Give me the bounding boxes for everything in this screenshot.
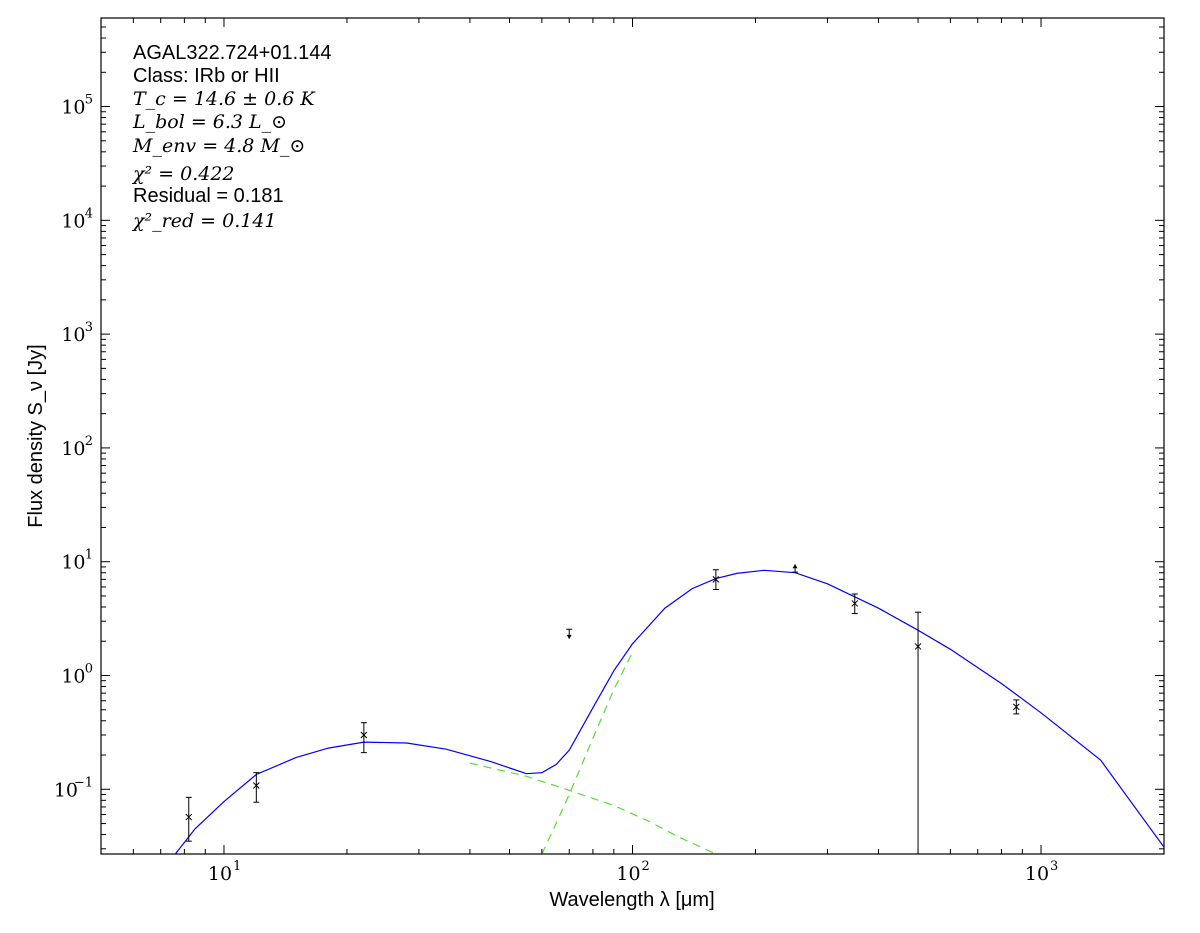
point-marker bbox=[252, 782, 260, 789]
source-name: AGAL322.724+01.144 bbox=[133, 42, 332, 64]
x-tick-base: 10 bbox=[616, 863, 640, 885]
data-point bbox=[360, 722, 368, 754]
component-curve-1 bbox=[469, 762, 717, 854]
y-tick-label: 410 bbox=[61, 206, 93, 232]
x-tick-base: 10 bbox=[1025, 863, 1049, 885]
y-tick-exponent: 4 bbox=[85, 206, 93, 221]
source-class: Class: IRb or HII bbox=[133, 65, 280, 87]
envelope-mass-value: M_env = 4.8 M_⊙ bbox=[132, 135, 305, 157]
plot-area bbox=[100, 17, 1165, 855]
limit-arrow-head bbox=[792, 564, 798, 569]
y-tick-base: 10 bbox=[61, 97, 85, 119]
y-tick-base: 10 bbox=[61, 324, 85, 346]
data-point bbox=[914, 611, 922, 854]
y-tick-label: −110 bbox=[54, 775, 93, 801]
annotation-block: AGAL322.724+01.144 Class: IRb or HII T_c… bbox=[131, 42, 332, 232]
y-tick-base: 10 bbox=[61, 438, 85, 460]
x-tick-exponent: 3 bbox=[1050, 859, 1058, 874]
x-tick-label: 10 2 bbox=[616, 859, 649, 885]
data-point bbox=[851, 593, 859, 615]
limit-arrow-head bbox=[566, 634, 572, 639]
data-point bbox=[185, 796, 193, 842]
chi2-value: χ² = 0.422 bbox=[131, 163, 235, 185]
data-point bbox=[1012, 699, 1020, 715]
lower-limit-marker bbox=[792, 564, 799, 573]
y-tick-exponent: 3 bbox=[85, 320, 93, 335]
point-marker bbox=[1012, 703, 1020, 711]
y-tick-label: 310 bbox=[61, 320, 93, 346]
y-tick-exponent: −1 bbox=[74, 775, 93, 790]
axis-ticks bbox=[100, 17, 1165, 854]
y-tick-base: 10 bbox=[61, 552, 85, 574]
y-tick-exponent: 5 bbox=[85, 93, 93, 108]
temperature-value: T_c = 14.6 ± 0.6 K bbox=[133, 88, 316, 110]
y-tick-label: 510 bbox=[61, 93, 93, 119]
residual-value: Residual = 0.181 bbox=[133, 185, 284, 207]
upper-limit-marker bbox=[566, 628, 573, 639]
x-tick-exponent: 1 bbox=[233, 859, 241, 874]
point-marker bbox=[914, 643, 922, 650]
x-tick-exponent: 2 bbox=[642, 859, 650, 874]
y-tick-base: 10 bbox=[61, 666, 85, 688]
y-tick-label: 110 bbox=[61, 548, 93, 574]
y-tick-label: 010 bbox=[61, 662, 93, 688]
y-tick-base: 10 bbox=[54, 779, 78, 801]
x-axis-label: Wavelength λ [μm] bbox=[549, 889, 714, 911]
y-tick-exponent: 0 bbox=[85, 662, 93, 677]
data-point bbox=[712, 569, 720, 590]
component-curve-2 bbox=[541, 652, 634, 854]
x-tick-base: 10 bbox=[208, 863, 232, 885]
x-tick-label: 10 3 bbox=[1025, 859, 1058, 885]
point-marker bbox=[360, 731, 368, 739]
y-tick-exponent: 1 bbox=[85, 548, 93, 563]
luminosity-value: L_bol = 6.3 L_⊙ bbox=[132, 111, 287, 133]
data-point bbox=[252, 772, 260, 803]
y-axis-label: Flux density S_ν [Jy] bbox=[25, 344, 47, 527]
point-marker bbox=[712, 575, 720, 583]
point-marker bbox=[851, 600, 859, 607]
x-tick-label: 10 1 bbox=[208, 859, 241, 885]
y-tick-label: 210 bbox=[61, 434, 93, 460]
y-tick-base: 10 bbox=[61, 210, 85, 232]
data-points bbox=[185, 564, 1020, 854]
chi2-red-value: χ²_red = 0.141 bbox=[131, 210, 277, 232]
point-marker bbox=[185, 813, 193, 821]
y-tick-exponent: 2 bbox=[85, 434, 93, 449]
